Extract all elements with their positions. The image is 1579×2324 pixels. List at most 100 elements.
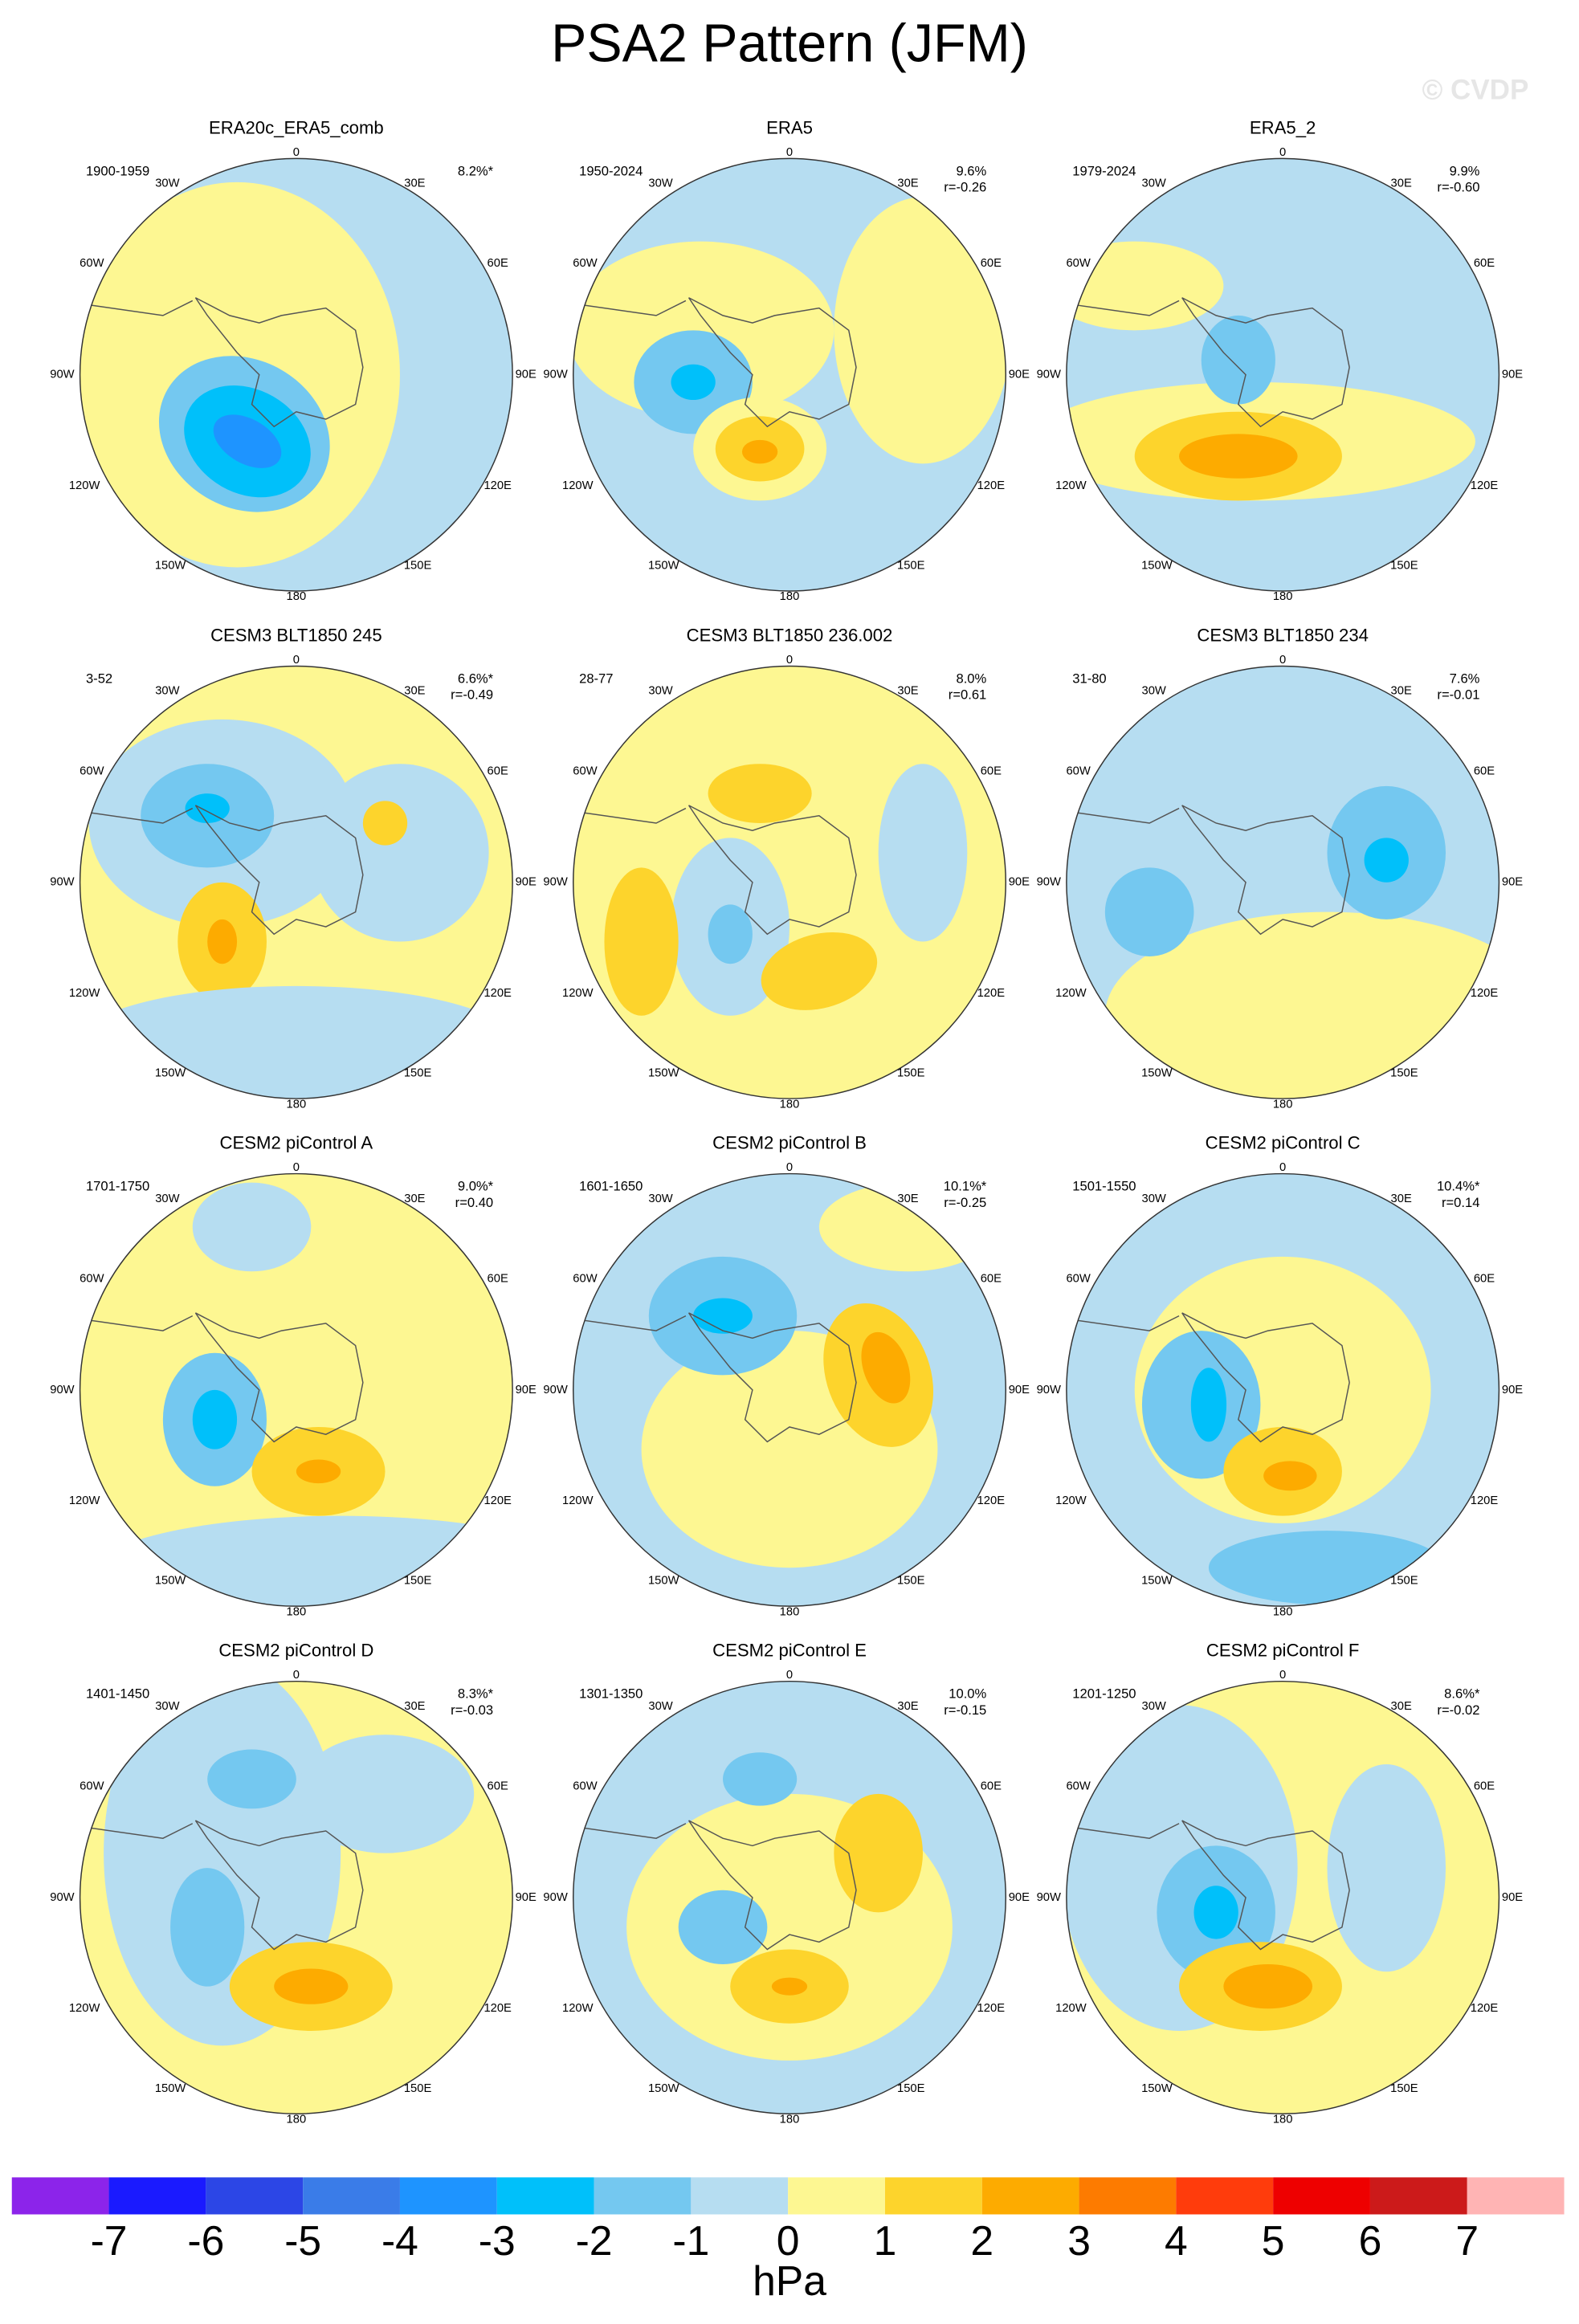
longitude-label: 60W (1066, 257, 1090, 270)
panel-correlation: r=-0.26 (944, 180, 986, 195)
contour-region (1364, 838, 1409, 883)
panel-period: 31-80 (1072, 671, 1106, 686)
contour-region (311, 764, 489, 942)
map-border (572, 157, 1007, 592)
panel-title: CESM2 piControl A (220, 1133, 373, 1153)
longitude-label: 120W (1055, 987, 1087, 1000)
panel-title: CESM3 BLT1850 234 (1197, 625, 1369, 645)
longitude-label: 90E (1009, 369, 1030, 381)
contour-region (170, 1868, 245, 1987)
map-panel: CESM2 piControl E 1301-1350 10.0%r=-0.15 0 3… (543, 1641, 1030, 2126)
map-border (1066, 665, 1500, 1099)
colorbar-box (981, 2177, 1079, 2215)
longitude-label: 90E (516, 1384, 537, 1396)
contour-region (1179, 434, 1298, 479)
longitude-label: 60W (573, 257, 597, 270)
map-panel: CESM2 piControl A 1701-1750 9.0%*r=0.40 0 30… (50, 1133, 537, 1619)
coastline (1066, 807, 1180, 824)
map-field (80, 1173, 513, 1607)
map-border (1066, 1680, 1500, 2115)
contour-base (1066, 158, 1499, 591)
contour-region (1327, 1763, 1446, 1972)
panel-correlation: r=0.40 (455, 1195, 493, 1210)
panel-correlation: r=-0.60 (1437, 180, 1479, 195)
longitude-label: 60E (1474, 257, 1495, 270)
longitude-label: 180 (780, 2114, 800, 2126)
longitude-label: 150W (1141, 2082, 1173, 2095)
contour-region (274, 1968, 349, 2004)
panel-title: ERA20c_ERA5_comb (209, 117, 384, 137)
coastline (194, 297, 364, 428)
longitude-label: 60E (488, 1780, 508, 1793)
colorbar-tick-label: 4 (1165, 2217, 1188, 2264)
colorbar-tick-label: 2 (970, 2217, 994, 2264)
longitude-label: 150E (404, 1067, 432, 1080)
map-field (1066, 1173, 1499, 1607)
panel-title: CESM3 BLT1850 236.002 (687, 625, 893, 645)
longitude-label: 30W (155, 685, 179, 698)
map-border (572, 665, 1007, 1099)
panel-title: CESM2 piControl F (1206, 1641, 1360, 1661)
coastline (1066, 1315, 1180, 1331)
longitude-label: 150W (648, 2082, 679, 2095)
map-field (573, 158, 1006, 591)
colorbar-tick-label: -4 (381, 2217, 418, 2264)
contour-region (1223, 1963, 1313, 2009)
map-border (572, 1680, 1007, 2115)
longitude-label: 90W (1037, 1891, 1061, 1904)
colorbar-box (303, 2177, 400, 2215)
longitude-label: 120E (1471, 1494, 1499, 1507)
panel-variance: 9.9% (1450, 163, 1480, 178)
longitude-label: 150W (648, 1067, 679, 1080)
longitude-label: 120W (69, 479, 100, 492)
map-field (80, 666, 513, 1099)
longitude-label: 0 (1279, 654, 1286, 667)
longitude-label: 90E (1009, 876, 1030, 889)
longitude-label: 180 (287, 590, 307, 603)
colorbar-tick-label: 5 (1262, 2217, 1285, 2264)
longitude-label: 120W (1055, 1494, 1087, 1507)
map-panel: CESM3 BLT1850 245 3-52 6.6%*r=-0.49 0 30E 60E… (50, 625, 537, 1111)
longitude-label: 30W (648, 1193, 672, 1205)
map-border (79, 1680, 513, 2115)
longitude-label: 90E (1502, 1384, 1523, 1396)
longitude-label: 150E (1390, 559, 1418, 572)
panel-title: CESM3 BLT1850 245 (210, 625, 382, 645)
contour-region (708, 904, 753, 964)
coastline (194, 805, 364, 936)
longitude-label: 120E (1471, 987, 1499, 1000)
longitude-label: 120E (1471, 479, 1499, 492)
longitude-label: 120W (562, 479, 594, 492)
map-panel: ERA20c_ERA5_comb 1900-1959 8.2%* 0 30E 60E 90E… (50, 117, 537, 603)
watermark: © CVDP (1422, 75, 1528, 106)
longitude-label: 30E (1391, 685, 1412, 698)
colorbar-tick-label: -7 (91, 2217, 128, 2264)
coastline (194, 1820, 364, 1951)
figure-title: PSA2 Pattern (JFM) (551, 14, 1028, 74)
panel-correlation: r=-0.01 (1437, 687, 1479, 703)
longitude-label: 60W (573, 1272, 597, 1285)
longitude-label: 30E (1391, 1193, 1412, 1205)
colorbar-box (1079, 2177, 1177, 2215)
contour-region (1104, 867, 1194, 956)
colorbar-box (884, 2177, 982, 2215)
longitude-label: 120E (483, 2002, 512, 2015)
longitude-label: 150E (1390, 2082, 1418, 2095)
contour-region (741, 439, 778, 464)
map-panel: CESM2 piControl B 1601-1650 10.1%*r=-0.25 0… (543, 1133, 1030, 1619)
longitude-label: 120W (562, 987, 594, 1000)
longitude-label: 120E (977, 2002, 1006, 2015)
longitude-label: 120E (977, 1494, 1006, 1507)
longitude-label: 180 (1273, 590, 1293, 603)
colorbar-box (11, 2177, 109, 2215)
longitude-label: 150E (897, 1575, 925, 1588)
colorbar-tick-label: -5 (284, 2217, 321, 2264)
contour-region (296, 1735, 475, 1853)
colorbar-tick-label: -6 (187, 2217, 224, 2264)
colorbar-tick-label: 0 (777, 2217, 800, 2264)
map-border (1066, 157, 1500, 592)
longitude-label: 90W (543, 1891, 567, 1904)
longitude-label: 180 (780, 1098, 800, 1111)
contour-region (771, 1977, 808, 1996)
longitude-label: 90W (50, 369, 74, 381)
